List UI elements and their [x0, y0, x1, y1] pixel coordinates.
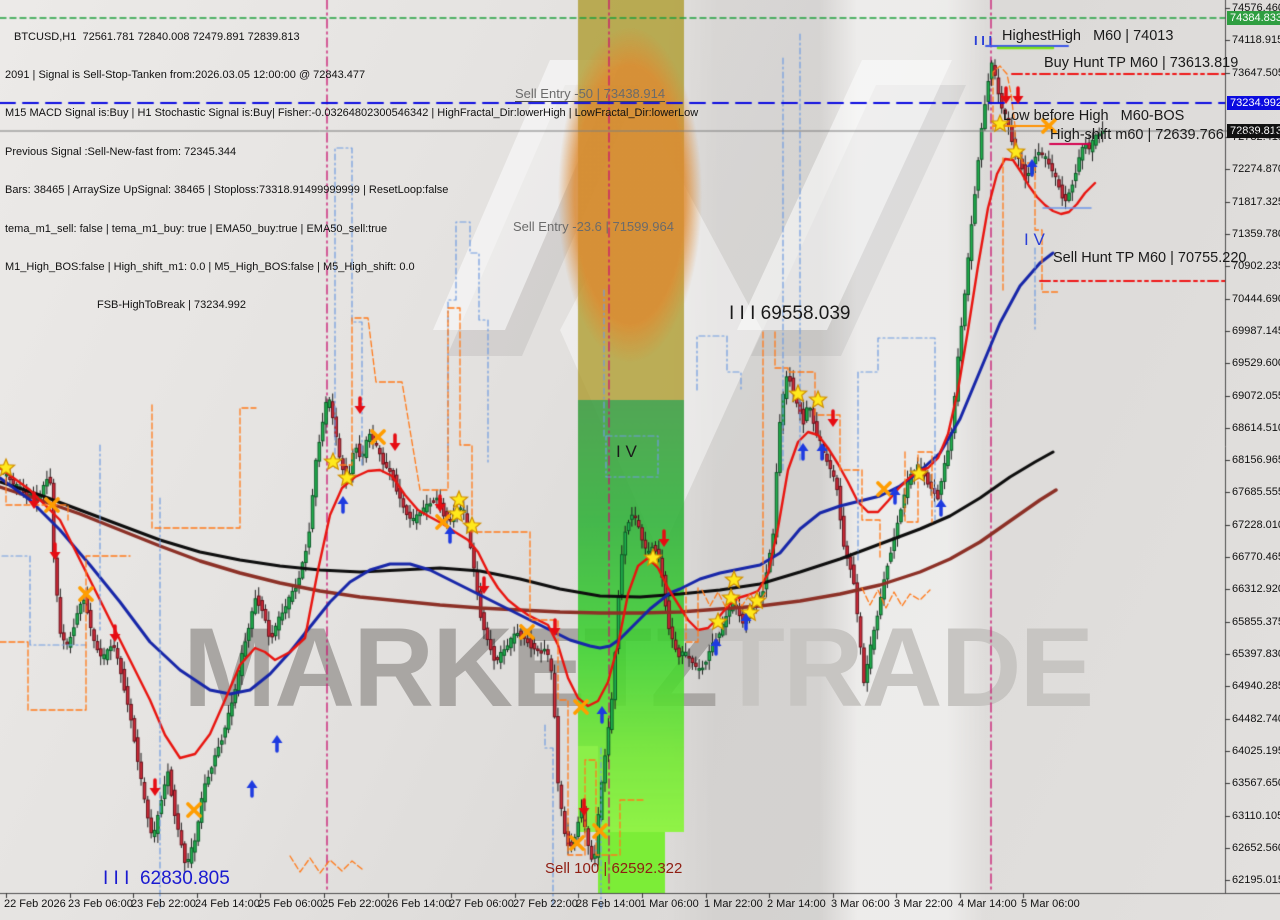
time-tick-label: 24 Feb 14:00 [195, 898, 260, 910]
high-shift-label: High-shift m60 | 72639.766 [1050, 127, 1224, 143]
wave-iii-low-label: I I I 62830.805 [103, 868, 230, 889]
price-tick-label: 64025.195 [1232, 745, 1280, 757]
price-tick-label: 70444.690 [1232, 293, 1280, 305]
sell-entry-50-text: Sell Entry -50 | 73438.914 [515, 86, 666, 102]
time-tick-label: 4 Mar 14:00 [958, 898, 1017, 910]
time-tick-label: 2 Mar 14:00 [767, 898, 826, 910]
price-tick-label: 73647.505 [1232, 67, 1280, 79]
wave-iv-band-label: I V [616, 442, 637, 461]
price-tick-label: 72274.870 [1232, 163, 1280, 175]
time-tick-label: 3 Mar 22:00 [894, 898, 953, 910]
price-tick-label: 72732.415 [1232, 131, 1280, 143]
price-tick-label: 74118.915 [1232, 34, 1280, 46]
previous-signal-line: Previous Signal :Sell-New-fast from: 723… [5, 145, 237, 158]
time-tick-label: 27 Feb 06:00 [449, 898, 514, 910]
price-tick-label: 64482.740 [1232, 713, 1280, 725]
price-tick-label: 71359.780 [1232, 228, 1280, 240]
signal-line: 2091 | Signal is Sell-Stop-Tanken from:2… [5, 68, 366, 81]
bos-shift-line: M1_High_BOS:false | High_shift_m1: 0.0 |… [5, 260, 415, 273]
time-tick-label: 25 Feb 06:00 [258, 898, 323, 910]
wave-iii-high-label: I I I 69558.039 [729, 303, 851, 324]
price-tick-label: 68156.965 [1232, 454, 1280, 466]
time-tick-label: 23 Feb 06:00 [68, 898, 133, 910]
highest-high-label: HighestHigh M60 | 74013 [1002, 28, 1174, 44]
time-tick-label: 23 Feb 22:00 [131, 898, 196, 910]
price-tick-label: 65855.375 [1232, 616, 1280, 628]
symbol-period-ohlc: BTCUSD,H1 72561.781 72840.008 72479.891 … [14, 30, 300, 43]
price-tick-label: 66312.920 [1232, 583, 1280, 595]
low-before-high-label: Low before High M60-BOS [1003, 108, 1185, 124]
time-tick-label: 28 Feb 14:00 [576, 898, 641, 910]
time-tick-label: 1 Mar 22:00 [704, 898, 763, 910]
time-tick-label: 5 Mar 06:00 [1021, 898, 1080, 910]
time-tick-label: 26 Feb 14:00 [386, 898, 451, 910]
indicator-info-panel: BTCUSD,H1 72561.781 72840.008 72479.891 … [5, 5, 698, 338]
sell-entry-50-label: Sell Entry -50 | 73438.914 [515, 86, 666, 102]
price-tick-label: 63567.650 [1232, 777, 1280, 789]
time-tick-label: 3 Mar 06:00 [831, 898, 890, 910]
sell-100-label: Sell 100 | 62592.322 [545, 860, 683, 877]
tema-ema-line: tema_m1_sell: false | tema_m1_buy: true … [5, 222, 388, 235]
price-tick-label: 63110.105 [1232, 810, 1280, 822]
price-tick-label: 69529.600 [1232, 357, 1280, 369]
price-tick-label: 74576.460 [1232, 2, 1280, 14]
price-tick-label: 65397.830 [1232, 648, 1280, 660]
price-tick-label: 67685.555 [1232, 486, 1280, 498]
bars-stoploss-line: Bars: 38465 | ArraySize UpSignal: 38465 … [5, 184, 449, 197]
price-tick-label: 69987.145 [1232, 325, 1280, 337]
time-tick-label: 27 Feb 22:00 [513, 898, 578, 910]
price-tick-label: 67228.010 [1232, 519, 1280, 531]
price-tag-high: 74384.833 [1227, 11, 1280, 25]
buy-hunt-tp-label: Buy Hunt TP M60 | 73613.819 [1044, 55, 1239, 71]
price-tick-label: 71817.325 [1232, 196, 1280, 208]
macd-stochastic-line: M15 MACD Signal is:Buy | H1 Stochastic S… [5, 107, 699, 120]
price-tick-label: 66770.465 [1232, 551, 1280, 563]
time-tick-label: 1 Mar 06:00 [640, 898, 699, 910]
price-tick-label: 64940.285 [1232, 680, 1280, 692]
wave-bars-top-label: I I I [974, 33, 993, 48]
fsb-high-to-break-label: FSB-HighToBreak | 73234.992 [97, 299, 246, 312]
price-tag-current: 72839.813 [1227, 124, 1280, 138]
price-tick-label: 62652.560 [1232, 842, 1280, 854]
time-tick-label: 25 Feb 22:00 [322, 898, 387, 910]
sell-entry-236-label: Sell Entry -23.6 | 71599.964 [513, 219, 674, 234]
sell-hunt-tp-label: Sell Hunt TP M60 | 70755.220 [1053, 250, 1247, 266]
wave-iv-right-label: I V [1024, 230, 1045, 249]
price-tick-label: 70902.235 [1232, 260, 1280, 272]
price-tick-label: 62195.015 [1232, 874, 1280, 886]
price-tag-fsb-line: 73234.992 [1227, 96, 1280, 110]
price-tick-label: 69072.055 [1232, 390, 1280, 402]
time-tick-label: 22 Feb 2026 [4, 898, 66, 910]
price-tick-label: 68614.510 [1232, 422, 1280, 434]
